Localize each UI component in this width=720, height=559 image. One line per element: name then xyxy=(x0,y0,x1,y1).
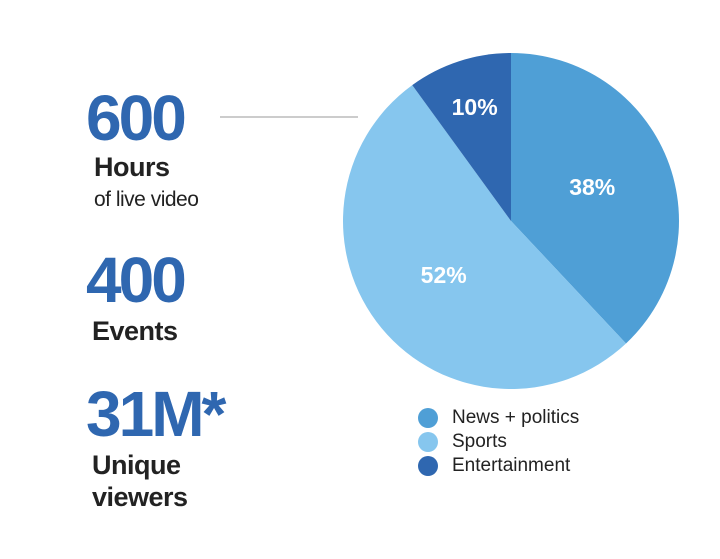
legend-label: Sports xyxy=(452,431,507,452)
slice-label: 38% xyxy=(569,174,615,200)
legend-marker xyxy=(418,408,438,428)
slice-label: 52% xyxy=(421,262,467,288)
pie-slice xyxy=(511,53,679,344)
pie-slice xyxy=(342,85,627,390)
stat-label: Hours xyxy=(94,152,170,182)
legend-marker xyxy=(418,432,438,452)
stat-value: 400 xyxy=(86,244,184,316)
legend-label: Entertainment xyxy=(452,455,571,476)
slice-label: 10% xyxy=(452,94,498,120)
legend-label: News + politics xyxy=(452,407,579,428)
stat-label: Unique xyxy=(92,450,181,480)
pie-slice xyxy=(412,53,511,221)
stat-detail: of live video xyxy=(94,188,198,211)
legend-marker xyxy=(418,456,438,476)
stat-label: viewers xyxy=(92,482,188,512)
stat-value: 31M* xyxy=(86,378,227,450)
stat-value: 600 xyxy=(86,82,184,154)
stat-label: Events xyxy=(92,316,178,346)
